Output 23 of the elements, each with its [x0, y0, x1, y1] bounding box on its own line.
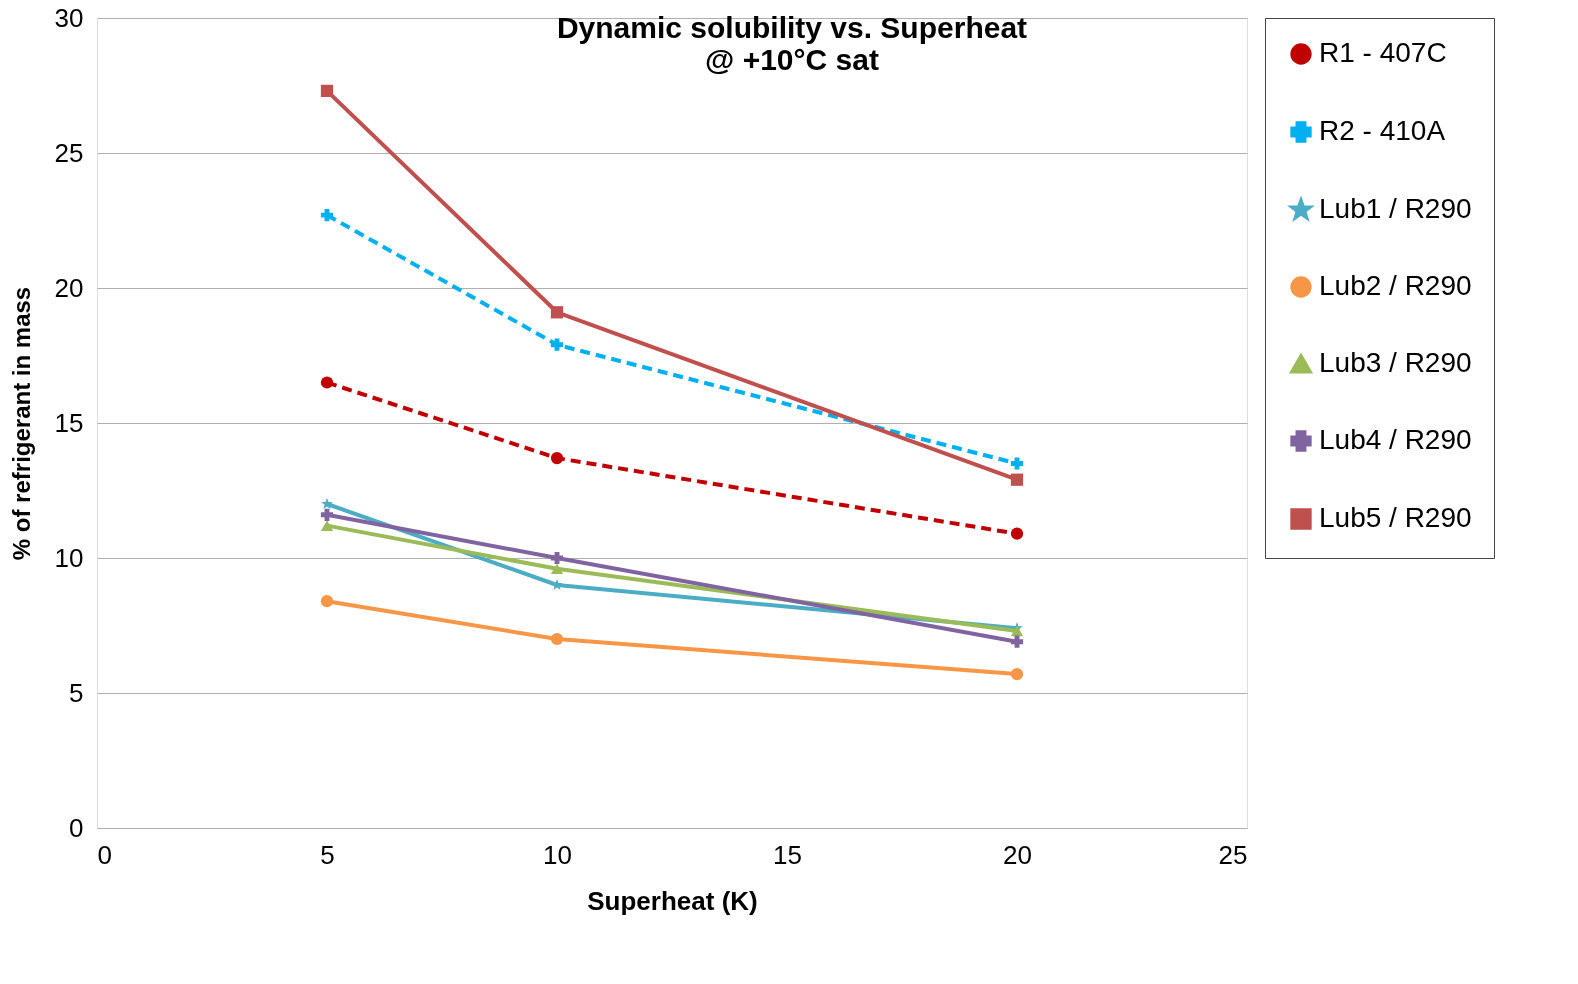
chart-title: Dynamic solubility vs. Superheat @ +10°C sat: [556, 11, 1028, 76]
y-tick-label: 10: [54, 542, 84, 573]
legend-label: Lub4 / R290: [1319, 424, 1472, 455]
legend-label: R2 - 410A: [1319, 115, 1446, 146]
legend-label: R1 - 407C: [1319, 37, 1447, 68]
x-tick-label: 20: [1003, 839, 1032, 870]
y-tick-label: 20: [54, 272, 84, 303]
legend-label: Lub5 / R290: [1319, 502, 1472, 533]
x-axis-title: Superheat (K): [587, 885, 758, 916]
x-tick-label: 10: [543, 839, 572, 870]
y-tick-label: 5: [69, 677, 84, 708]
legend-label: Lub2 / R290: [1319, 270, 1472, 301]
y-tick-label: 15: [54, 407, 84, 438]
x-tick-label: 25: [1218, 839, 1248, 870]
y-tick-label: 25: [54, 137, 84, 168]
legend-label: Lub1 / R290: [1319, 193, 1472, 224]
legend-label: Lub3 / R290: [1319, 347, 1472, 378]
x-tick-label: 0: [97, 839, 112, 870]
y-tick-label: 30: [54, 2, 84, 33]
x-tick-label: 5: [320, 839, 335, 870]
y-tick-label: 0: [69, 812, 84, 843]
y-axis-title: % of refrigerant in mass: [7, 286, 35, 561]
x-tick-label: 15: [773, 839, 802, 870]
